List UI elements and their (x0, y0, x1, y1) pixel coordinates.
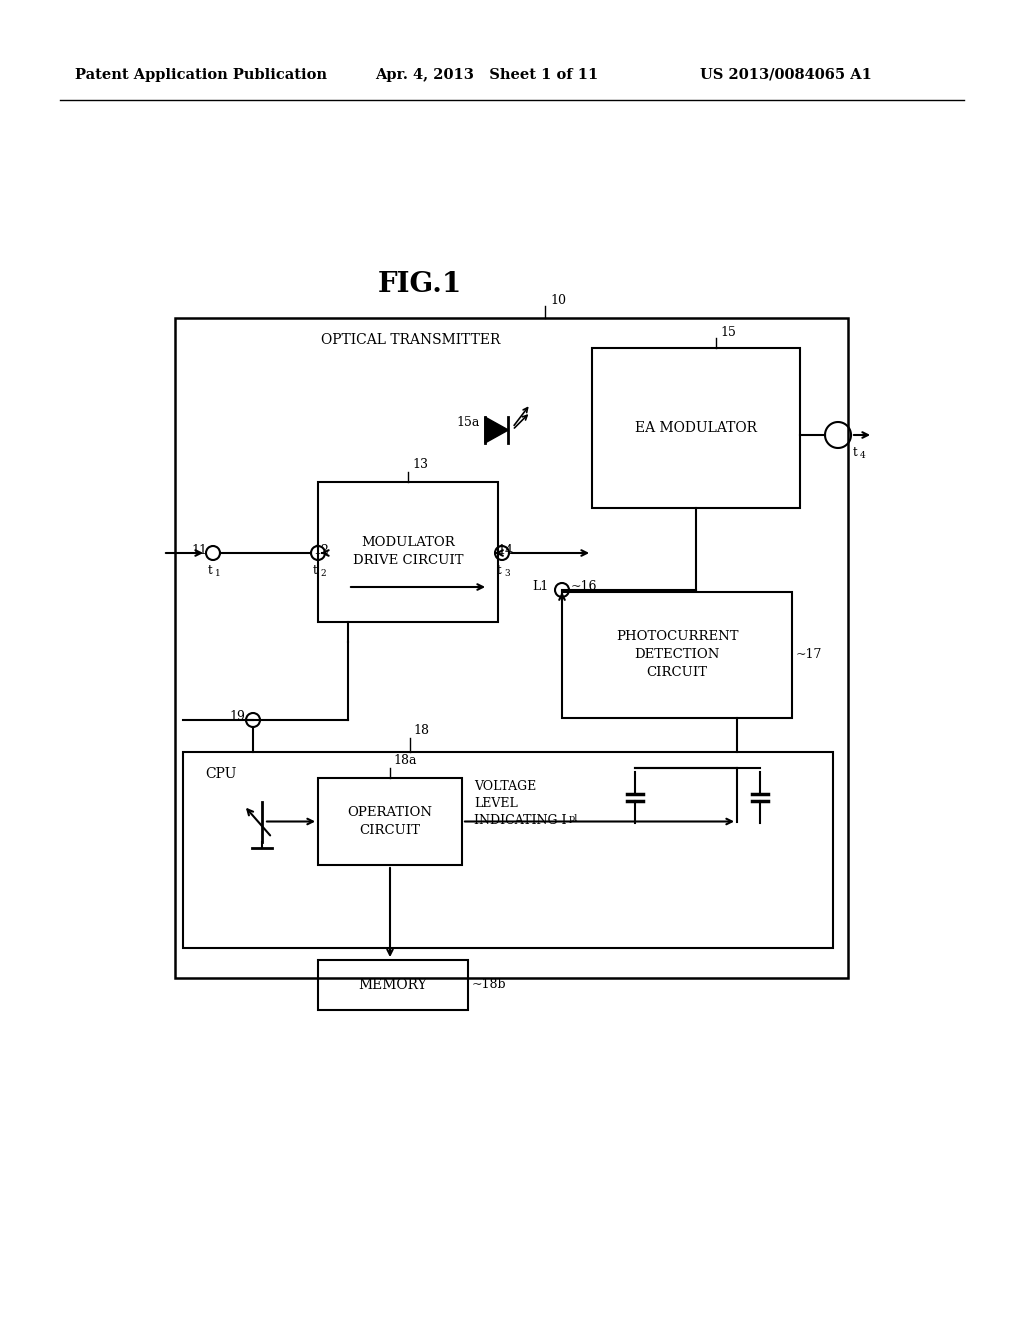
Bar (592, 348, 800, 508)
Text: 15: 15 (720, 326, 736, 338)
Polygon shape (485, 417, 508, 444)
Text: pl: pl (569, 814, 579, 822)
Text: ~17: ~17 (796, 648, 822, 661)
Bar (318, 777, 462, 865)
Text: MODULATOR
DRIVE CIRCUIT: MODULATOR DRIVE CIRCUIT (352, 536, 463, 568)
Bar (562, 591, 792, 718)
Text: 14: 14 (497, 544, 513, 557)
Bar (318, 482, 498, 622)
Text: OPERATION
CIRCUIT: OPERATION CIRCUIT (347, 807, 432, 837)
Text: 15a: 15a (456, 416, 479, 429)
Text: CPU: CPU (205, 767, 237, 781)
Text: 18: 18 (413, 725, 429, 738)
Text: t: t (497, 565, 502, 578)
Text: VOLTAGE
LEVEL
INDICATING I: VOLTAGE LEVEL INDICATING I (474, 780, 566, 828)
Text: Patent Application Publication: Patent Application Publication (75, 69, 327, 82)
Text: 3: 3 (504, 569, 510, 578)
Text: 18a: 18a (393, 755, 417, 767)
Text: 19: 19 (229, 710, 245, 722)
Text: 13: 13 (412, 458, 428, 471)
Text: t: t (853, 446, 858, 459)
Text: L1: L1 (532, 579, 548, 593)
Text: 4: 4 (860, 451, 865, 461)
Bar (318, 960, 468, 1010)
Text: ~18b: ~18b (472, 978, 507, 991)
Text: US 2013/0084065 A1: US 2013/0084065 A1 (700, 69, 871, 82)
Text: t: t (313, 565, 317, 578)
Bar (175, 318, 848, 978)
Text: 2: 2 (319, 569, 326, 578)
Text: EA MODULATOR: EA MODULATOR (635, 421, 757, 436)
Text: Apr. 4, 2013   Sheet 1 of 11: Apr. 4, 2013 Sheet 1 of 11 (375, 69, 598, 82)
Text: t: t (208, 565, 213, 578)
Bar (183, 752, 833, 948)
Text: FIG.1: FIG.1 (378, 272, 462, 298)
Text: 10: 10 (550, 293, 566, 306)
Text: ~16: ~16 (571, 579, 597, 593)
Text: PHOTOCURRENT
DETECTION
CIRCUIT: PHOTOCURRENT DETECTION CIRCUIT (615, 631, 738, 680)
Text: 12: 12 (313, 544, 329, 557)
Text: MEMORY: MEMORY (358, 978, 427, 993)
Text: 11: 11 (191, 544, 207, 557)
Text: OPTICAL TRANSMITTER: OPTICAL TRANSMITTER (321, 333, 501, 347)
Text: 1: 1 (215, 569, 221, 578)
